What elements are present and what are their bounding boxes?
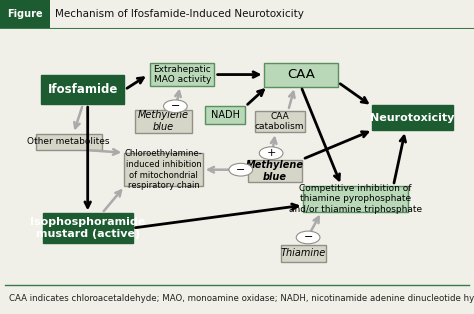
Circle shape [259,147,283,160]
Text: Ifosfamide: Ifosfamide [48,83,118,96]
FancyBboxPatch shape [135,110,192,133]
Text: Methylene
blue: Methylene blue [138,111,189,133]
FancyBboxPatch shape [205,106,246,124]
Text: Thiamine: Thiamine [281,248,326,258]
Text: Other metabolites: Other metabolites [27,137,110,146]
Text: −: − [236,165,246,175]
Circle shape [296,231,320,244]
Text: Extrahepatic
MAO activity: Extrahepatic MAO activity [154,65,211,84]
Text: CAA
catabolism: CAA catabolism [255,111,304,131]
FancyBboxPatch shape [124,153,202,186]
Text: +: + [266,148,276,158]
FancyBboxPatch shape [36,133,102,150]
FancyBboxPatch shape [151,63,214,86]
FancyBboxPatch shape [255,111,304,132]
Text: CAA: CAA [287,68,315,81]
Text: Chloroethylamine-
induced inhibition
of mitochondrial
respiratory chain: Chloroethylamine- induced inhibition of … [125,149,202,190]
FancyBboxPatch shape [372,105,453,130]
FancyBboxPatch shape [247,160,302,182]
Text: −: − [171,101,180,111]
Text: NADH: NADH [210,110,240,120]
Circle shape [164,100,187,113]
Text: Isophosphoramide
mustard (active): Isophosphoramide mustard (active) [30,217,146,239]
Text: Neurotoxicity: Neurotoxicity [370,113,455,123]
Text: −: − [303,232,313,242]
FancyBboxPatch shape [0,0,50,29]
Text: Competitive inhibition of
thiamine pyrophosphate
and/or thiamine triphosphate: Competitive inhibition of thiamine pyrop… [289,184,422,214]
Text: CAA indicates chloroacetaldehyde; MAO, monoamine oxidase; NADH, nicotinamide ade: CAA indicates chloroacetaldehyde; MAO, m… [9,294,474,303]
Text: Figure: Figure [7,9,43,19]
Circle shape [229,163,253,176]
Text: Methylene
blue: Methylene blue [246,160,304,182]
FancyBboxPatch shape [281,245,326,262]
Text: Mechanism of Ifosfamide-Induced Neurotoxicity: Mechanism of Ifosfamide-Induced Neurotox… [55,9,303,19]
FancyBboxPatch shape [41,75,124,104]
FancyBboxPatch shape [43,214,133,243]
FancyBboxPatch shape [264,62,337,87]
FancyBboxPatch shape [303,186,408,212]
